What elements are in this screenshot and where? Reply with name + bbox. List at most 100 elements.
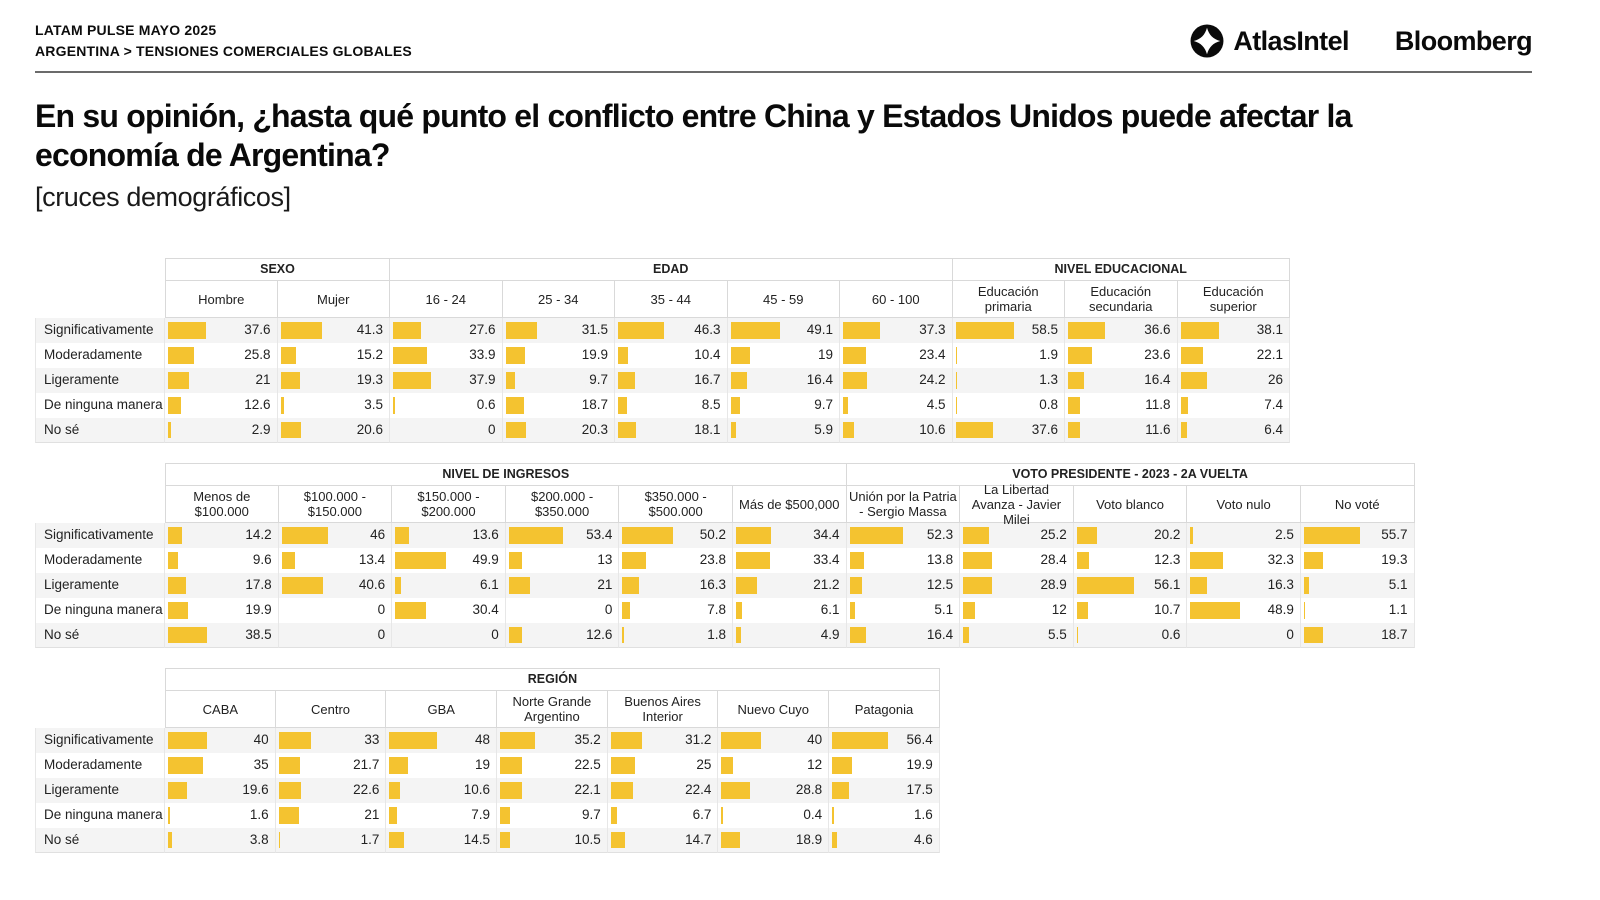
value-cell: 13 [506,548,620,573]
value-bar [168,627,207,643]
cell-value: 1.8 [707,627,726,642]
value-bar [389,832,404,848]
value-cell: 2.5 [1187,523,1301,548]
value-bar [843,347,867,364]
cell-value: 58.5 [1031,322,1058,337]
value-bar [393,372,432,389]
value-bar [500,807,510,824]
cell-value: 41.3 [356,322,383,337]
value-cell: 37.6 [952,418,1065,443]
cell-value: 0.6 [1161,627,1181,642]
cell-value: 56.4 [906,732,933,747]
cell-value: 30.4 [472,602,499,617]
cell-value: 37.6 [244,322,271,337]
cell-value: 16.3 [1267,577,1294,592]
value-bar [721,757,734,774]
value-bar [389,782,400,799]
value-bar [1303,527,1361,544]
cell-value: 1.7 [360,832,380,847]
value-bar [832,782,850,799]
value-cell: 12.6 [505,623,620,648]
value-bar [1180,422,1187,438]
cell-value: 18.9 [795,832,823,847]
cell-value: 24.2 [919,372,946,387]
row-label: Significativamente [35,523,165,548]
value-bar [278,807,300,824]
value-cell: 9.7 [728,393,840,418]
value-bar [955,347,958,364]
cell-value: 18.1 [694,422,721,437]
value-cell: 1.6 [165,803,276,828]
value-bar [1076,577,1134,594]
column-header: $200.000 - $350.000 [505,486,620,523]
value-bar [955,322,1015,339]
value-cell: 12 [960,598,1074,623]
column-header: Hombre [165,281,278,318]
cell-value: 6.7 [692,807,712,822]
cell-value: 17.8 [245,577,272,592]
cell-value: 6.4 [1264,422,1283,437]
cell-value: 40 [807,732,823,747]
value-bar [281,552,296,569]
value-bar [832,832,837,848]
value-bar [500,782,522,799]
value-cell: 19.9 [829,753,940,778]
value-cell: 26 [1178,368,1290,393]
column-header: Unión por la Patria - Sergio Massa [846,486,961,523]
value-bar [730,372,747,389]
value-bar [610,757,636,774]
value-cell: 19.6 [165,778,276,803]
column-header: Patagonia [829,691,940,728]
cell-value: 15.2 [356,347,383,362]
value-bar [730,322,780,339]
value-cell: 17.5 [829,778,940,803]
cell-value: 2.5 [1275,527,1294,542]
value-bar [393,322,421,339]
value-bar [963,602,976,619]
value-bar [730,422,737,438]
value-bar [622,527,674,544]
value-cell: 15.2 [278,343,390,368]
value-bar [168,347,194,364]
value-cell: 40.6 [279,573,393,598]
table-row: De ninguna manera 1.6 21 7.9 9.7 6.7 0.4 1.6 [35,803,940,828]
column-header-row: Hombre Mujer 16 - 24 25 - 34 35 - 44 45 - 59 6… [35,281,1290,318]
row-label: Significativamente [35,318,165,343]
cell-value: 19.6 [242,782,269,797]
value-cell: 10.5 [497,828,608,853]
cell-value: 9.7 [581,807,601,822]
cell-value: 40.6 [358,577,386,592]
cell-value: 8.5 [701,397,721,412]
cell-value: 32.3 [1267,552,1294,567]
value-cell: 6.7 [608,803,719,828]
value-bar [508,577,531,594]
value-cell: 14.2 [165,523,279,548]
cell-value: 46 [370,527,386,542]
value-cell: 32.3 [1187,548,1301,573]
value-bar [735,552,770,569]
value-bar [1190,577,1207,594]
column-header: 25 - 34 [502,281,615,318]
cell-value: 40 [253,732,269,747]
value-cell: 49.1 [728,318,840,343]
value-bar [500,732,535,749]
value-cell: 12.6 [165,393,278,418]
value-bar [1180,397,1188,414]
value-bar [721,732,761,749]
value-cell: 40 [718,728,830,753]
value-bar [735,527,771,544]
value-cell: 0.4 [718,803,830,828]
value-bar [832,757,852,774]
value-cell: 58.5 [953,318,1065,343]
value-cell: 19.9 [503,343,615,368]
cell-value: 0 [377,627,386,642]
cell-value: 5.1 [1388,577,1408,592]
title-block: En su opinión, ¿hasta qué punto el confl… [35,97,1435,213]
cell-value: 0 [1286,627,1294,642]
value-bar [1180,322,1219,339]
value-cell: 28.4 [960,548,1074,573]
question-title: En su opinión, ¿hasta qué punto el confl… [35,98,1352,174]
value-cell: 36.6 [1065,318,1178,343]
value-cell: 55.7 [1301,523,1415,548]
cell-value: 33.9 [469,347,496,362]
